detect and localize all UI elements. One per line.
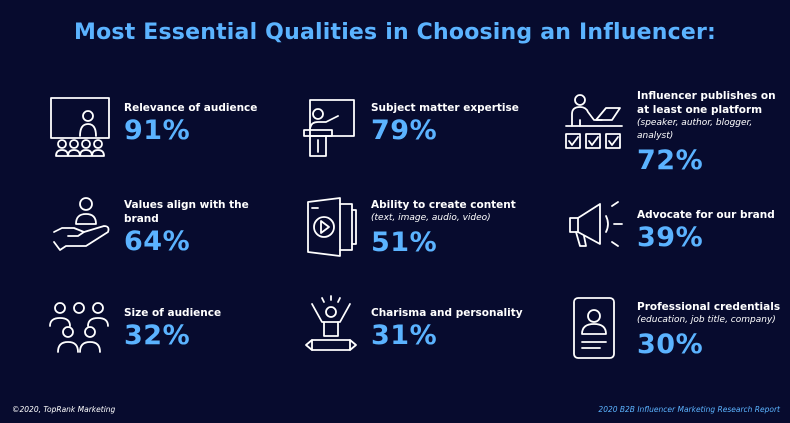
quality-label: Subject matter expertise — [371, 102, 519, 114]
publishing-checklist-icon — [560, 90, 626, 156]
quality-label: Advocate for our brand — [637, 209, 775, 221]
megaphone-icon — [562, 194, 628, 260]
source-note: 2020 B2B Influencer Marketing Research R… — [598, 405, 780, 414]
id-badge-icon — [564, 296, 630, 362]
hand-person-icon — [50, 192, 116, 258]
speaker-podium-icon — [296, 96, 362, 162]
copyright-notice: ©2020, TopRank Marketing — [12, 405, 116, 414]
quality-value: 72% — [637, 145, 704, 176]
quality-label: Ability to create content — [371, 199, 516, 211]
quality-value: 30% — [637, 329, 704, 360]
quality-label: Professional credentials — [637, 301, 781, 313]
quality-value: 91% — [124, 115, 191, 146]
quality-label: Influencer publishes on at least one pla… — [637, 90, 776, 116]
quality-value: 32% — [124, 320, 191, 351]
chart-title: Most Essential Qualities in Choosing an … — [74, 20, 716, 45]
audience-presentation-icon — [48, 96, 114, 162]
quality-value: 39% — [637, 222, 704, 253]
media-content-icon — [298, 194, 364, 260]
quality-label: Relevance of audience — [124, 102, 258, 114]
quality-value: 31% — [371, 320, 438, 351]
quality-label: Values align with the brand — [124, 199, 249, 225]
quality-label: Charisma and personality — [371, 307, 523, 319]
cheering-person-icon — [298, 292, 364, 358]
quality-value: 79% — [371, 115, 438, 146]
quality-note: (text, image, audio, video) — [371, 213, 491, 223]
quality-note: (speaker, author, blogger, analyst) — [637, 118, 753, 141]
quality-label: Size of audience — [124, 307, 222, 319]
quality-value: 51% — [371, 227, 438, 258]
quality-value: 64% — [124, 226, 191, 257]
quality-note: (education, job title, company) — [637, 315, 776, 325]
group-people-icon — [46, 296, 112, 362]
